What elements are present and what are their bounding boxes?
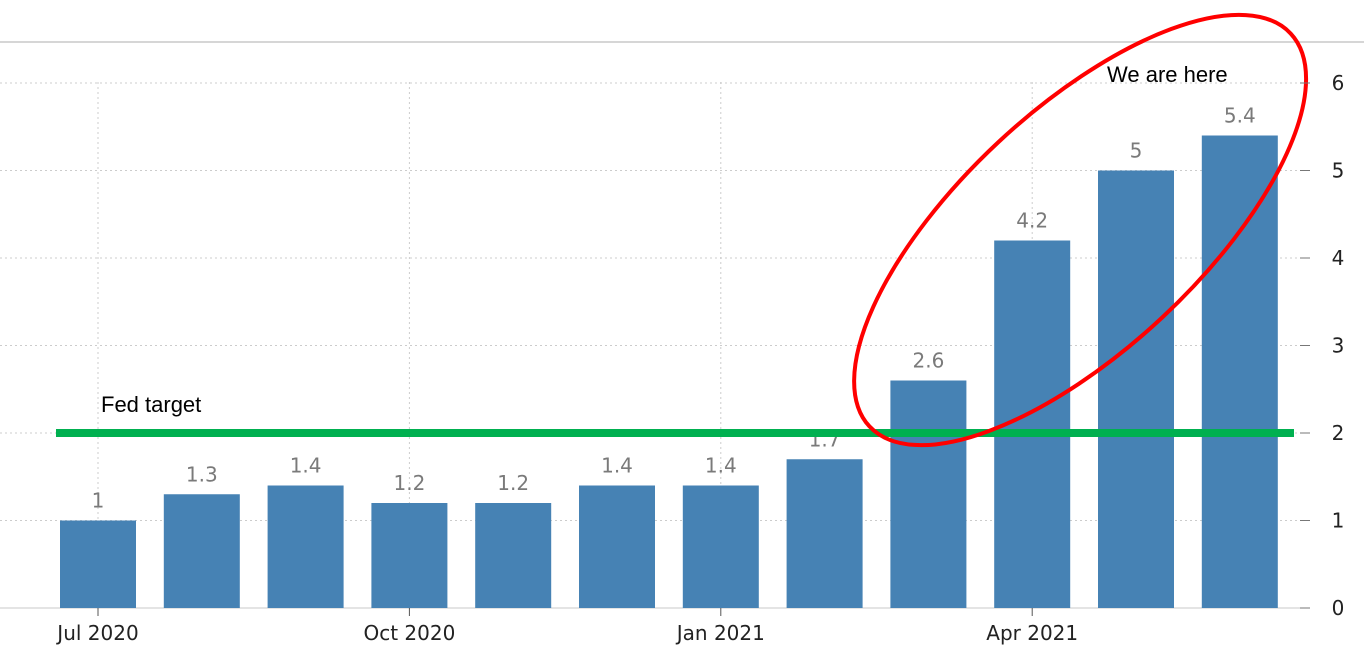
data-label: 4.2: [1016, 209, 1048, 233]
x-tick-label: Oct 2020: [363, 621, 455, 645]
bar: [475, 503, 552, 608]
annotation-ellipse: [852, 12, 1309, 448]
bar: [371, 503, 448, 608]
fed-target-group: Fed target: [56, 392, 1294, 437]
data-label: 5: [1130, 139, 1143, 163]
data-label: 1.2: [393, 471, 425, 495]
annotation-group: We are here: [852, 12, 1309, 448]
annotation-label: We are here: [1107, 62, 1228, 87]
y-tick-label: 1: [1332, 509, 1345, 533]
bar: [267, 485, 344, 608]
y-tick-label: 4: [1332, 246, 1345, 270]
x-tick-label: Jul 2020: [55, 621, 138, 645]
data-label: 1.4: [290, 454, 322, 478]
bar: [60, 520, 136, 608]
y-tick-label: 2: [1332, 421, 1345, 445]
x-tick-label: Apr 2021: [986, 621, 1078, 645]
x-tick-label: Jan 2021: [675, 621, 765, 645]
y-axis: 0 1 2 3 4 5 6: [1300, 71, 1344, 620]
bar: [890, 380, 967, 608]
fed-target-label: Fed target: [101, 392, 201, 417]
bar: [579, 485, 655, 608]
bar: [786, 459, 863, 608]
bar-series: [60, 135, 1278, 608]
data-label: 1: [92, 489, 105, 513]
x-axis: Jul 2020 Oct 2020 Jan 2021 Apr 2021: [55, 608, 1078, 645]
data-label: 5.4: [1224, 104, 1256, 128]
data-label: 1.3: [186, 462, 218, 486]
data-label: 1.2: [497, 471, 529, 495]
bar: [163, 494, 240, 608]
data-label: 1.4: [705, 454, 737, 478]
bar: [1098, 170, 1174, 608]
y-tick-label: 5: [1332, 159, 1345, 183]
y-tick-label: 0: [1332, 596, 1345, 620]
data-label: 1.4: [601, 454, 633, 478]
bar: [1201, 135, 1278, 608]
bar: [682, 485, 759, 608]
y-tick-label: 3: [1332, 334, 1345, 358]
data-label: 2.6: [912, 349, 944, 373]
y-tick-label: 6: [1332, 71, 1345, 95]
data-labels: 11.3 1.41.2 1.21.4 1.41.72.64.255.4: [92, 104, 1256, 513]
